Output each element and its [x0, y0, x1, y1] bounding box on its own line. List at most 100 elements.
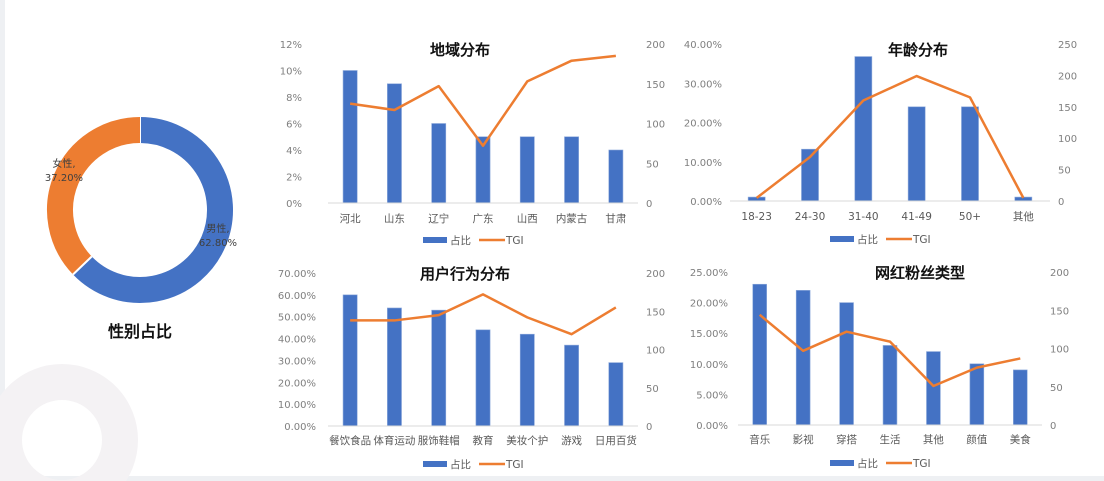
left-axis-tick: 0.00%: [696, 421, 728, 432]
left-axis-tick: 60.00%: [278, 291, 316, 302]
right-axis-tick: 250: [1058, 40, 1077, 51]
right-axis-tick: 200: [646, 269, 665, 280]
left-axis-tick: 12%: [280, 40, 302, 51]
right-axis-tick: 150: [646, 307, 665, 318]
bar: [608, 149, 624, 204]
right-axis-tick: 150: [646, 80, 665, 91]
category-label: 辽宁: [428, 212, 449, 225]
left-axis-tick: 20.00%: [278, 378, 316, 389]
male-data-label: 男性, 62.80%: [198, 224, 238, 249]
left-axis-tick: 2%: [286, 173, 302, 184]
female-data-label: 女性, 37.20%: [44, 159, 84, 184]
chart-title: 网红粉丝类型: [875, 264, 965, 282]
right-axis-tick: 50: [646, 159, 659, 170]
left-axis-tick: 30.00%: [278, 356, 316, 367]
legend-line-label: TGI: [505, 459, 524, 471]
bar: [961, 106, 979, 202]
left-axis-tick: 30.00%: [684, 79, 722, 90]
legend-bar-label: 占比: [857, 457, 878, 470]
bar: [387, 83, 402, 204]
category-label: 服饰鞋帽: [418, 434, 460, 447]
left-axis-tick: 50.00%: [278, 313, 316, 324]
right-axis-tick: 50: [1058, 166, 1071, 177]
right-axis-tick: 50: [1050, 383, 1063, 394]
bar: [608, 362, 624, 427]
influencer-fan-type-chart: 网红粉丝类型 0.00% 5.00% 10.00% 15.00% 20.00% 25.00%…: [670, 255, 1090, 477]
right-axis-tick: 100: [646, 120, 665, 131]
left-axis-tick: 0%: [286, 199, 302, 210]
bar: [475, 329, 491, 427]
legend-line-label: TGI: [505, 235, 524, 247]
left-axis-tick: 25.00%: [690, 268, 728, 279]
legend-bar-label: 占比: [450, 234, 471, 247]
tgi-line: [350, 293, 617, 336]
tgi-line: [755, 74, 1025, 199]
left-axis-tick: 5.00%: [696, 390, 728, 401]
logo-watermark-icon: [0, 340, 200, 481]
category-label: 音乐: [749, 433, 770, 446]
category-label: 日用百货: [595, 434, 637, 447]
category-label: 河北: [340, 213, 361, 225]
right-axis-tick: 200: [646, 40, 665, 51]
category-label: 50+: [959, 211, 981, 223]
right-axis-tick: 100: [646, 346, 665, 357]
bar: [431, 309, 447, 427]
legend-bar-swatch: [423, 237, 447, 243]
bar: [431, 123, 447, 204]
category-label: 广东: [473, 212, 494, 225]
legend-bar-swatch: [423, 461, 447, 467]
left-axis-tick: 20.00%: [684, 119, 722, 130]
category-label: 游戏: [561, 434, 583, 447]
category-label: 餐饮食品: [329, 434, 371, 447]
chart-title: 年龄分布: [888, 41, 948, 59]
left-edge-strip: [0, 0, 5, 481]
gender-donut-chart: [30, 100, 250, 320]
legend-bar-swatch: [830, 236, 854, 242]
right-axis-tick: 100: [1058, 134, 1077, 145]
left-axis-tick: 10.00%: [684, 158, 722, 169]
left-axis-tick: 0.00%: [284, 422, 316, 433]
right-axis-tick: 0: [1058, 197, 1064, 208]
category-label: 颜值: [966, 433, 987, 446]
category-label: 山东: [384, 212, 405, 225]
bar: [907, 106, 926, 202]
left-axis-tick: 10.00%: [278, 400, 316, 411]
right-axis-tick: 200: [1050, 268, 1069, 279]
left-axis-tick: 40.00%: [684, 40, 722, 51]
category-label: 24-30: [795, 211, 826, 223]
category-label: 影视: [793, 433, 815, 446]
right-axis-tick: 150: [1050, 306, 1069, 317]
legend-line-label: TGI: [912, 458, 931, 470]
left-axis-tick: 10%: [280, 67, 302, 78]
left-axis-tick: 4%: [286, 146, 302, 157]
category-label: 甘肃: [605, 212, 626, 225]
bar: [342, 70, 358, 204]
age-distribution-chart: 年龄分布 0.00% 10.00% 20.00% 30.00% 40.00% 0 50 100 1…: [670, 30, 1090, 258]
right-axis-tick: 0: [1050, 421, 1056, 432]
category-label: 18-23: [741, 211, 772, 223]
category-label: 生活: [880, 433, 901, 446]
category-label: 美食: [1010, 433, 1031, 446]
user-behavior-chart: 用户行为分布 0.00% 10.00% 20.00% 30.00% 40.00% 50.00…: [270, 255, 670, 477]
bar: [795, 290, 811, 426]
right-axis-tick: 100: [1050, 345, 1069, 356]
legend-line-label: TGI: [912, 234, 931, 246]
left-axis-tick: 10.00%: [690, 360, 728, 371]
left-axis-tick: 20.00%: [690, 299, 728, 310]
bar: [564, 136, 579, 204]
left-axis-tick: 8%: [286, 93, 302, 104]
chart-title: 用户行为分布: [420, 265, 510, 283]
bar: [882, 345, 898, 426]
left-axis-tick: 40.00%: [278, 335, 316, 346]
bar: [926, 351, 941, 426]
tgi-line: [349, 54, 616, 148]
category-label: 其他: [1013, 210, 1034, 223]
bottom-edge-strip: [0, 476, 1104, 481]
chart-title: 地域分布: [430, 41, 490, 59]
bar: [342, 294, 358, 427]
category-label: 41-49: [901, 211, 932, 223]
right-axis-tick: 0: [646, 422, 652, 433]
left-axis-tick: 0.00%: [690, 197, 722, 208]
category-label: 教育: [473, 434, 494, 447]
gender-chart-title: 性别占比: [107, 322, 172, 341]
